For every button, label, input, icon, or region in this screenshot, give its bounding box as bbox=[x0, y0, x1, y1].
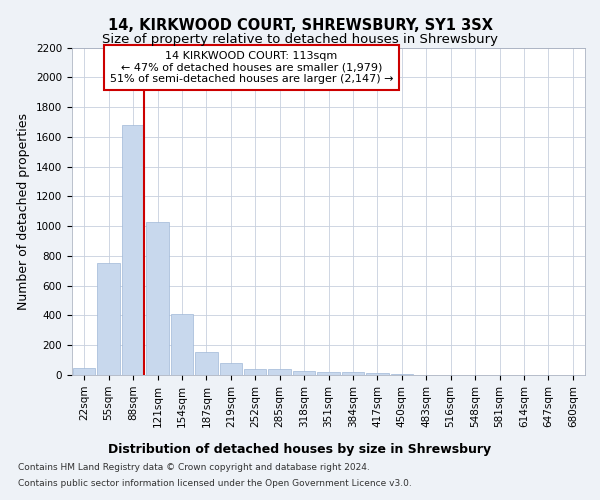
Text: Contains public sector information licensed under the Open Government Licence v3: Contains public sector information licen… bbox=[18, 478, 412, 488]
Bar bbox=[293, 372, 316, 375]
Bar bbox=[341, 372, 364, 375]
Text: Size of property relative to detached houses in Shrewsbury: Size of property relative to detached ho… bbox=[102, 32, 498, 46]
Bar bbox=[73, 368, 95, 375]
Bar bbox=[122, 125, 145, 375]
Bar bbox=[195, 352, 218, 375]
Bar bbox=[244, 368, 266, 375]
Y-axis label: Number of detached properties: Number of detached properties bbox=[17, 113, 31, 310]
Bar bbox=[366, 373, 389, 375]
Bar bbox=[317, 372, 340, 375]
Text: 14, KIRKWOOD COURT, SHREWSBURY, SY1 3SX: 14, KIRKWOOD COURT, SHREWSBURY, SY1 3SX bbox=[107, 18, 493, 32]
Bar bbox=[220, 363, 242, 375]
Text: Distribution of detached houses by size in Shrewsbury: Distribution of detached houses by size … bbox=[109, 442, 491, 456]
Text: Contains HM Land Registry data © Crown copyright and database right 2024.: Contains HM Land Registry data © Crown c… bbox=[18, 464, 370, 472]
Text: 14 KIRKWOOD COURT: 113sqm
← 47% of detached houses are smaller (1,979)
51% of se: 14 KIRKWOOD COURT: 113sqm ← 47% of detac… bbox=[110, 51, 394, 84]
Bar bbox=[391, 374, 413, 375]
Bar bbox=[146, 222, 169, 375]
Bar bbox=[97, 264, 120, 375]
Bar bbox=[170, 314, 193, 375]
Bar bbox=[268, 370, 291, 375]
